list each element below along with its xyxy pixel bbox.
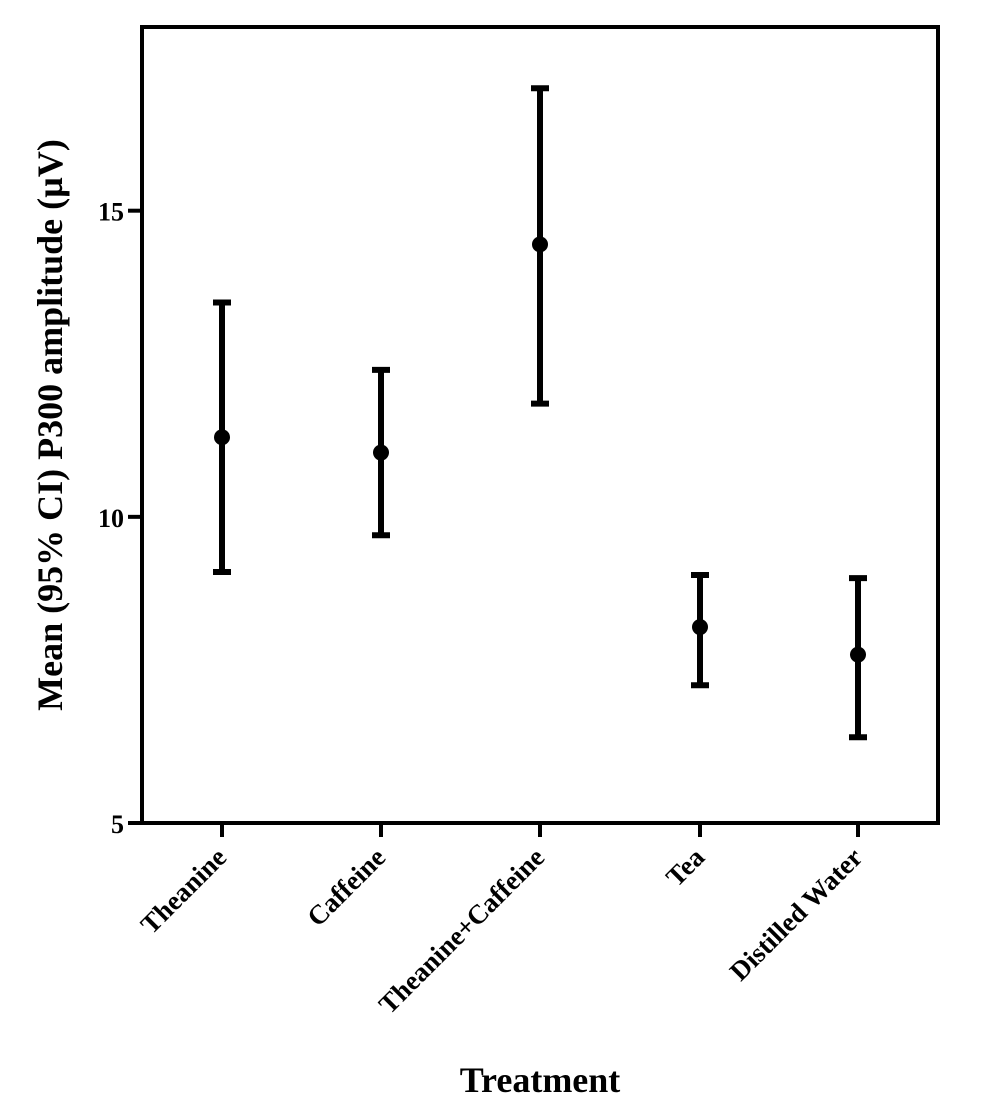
x-category-label: Caffeine <box>301 842 391 932</box>
x-category-label: Distilled Water <box>724 842 868 986</box>
y-tick-label: 15 <box>98 198 124 227</box>
y-axis: 5 10 15 <box>98 198 142 839</box>
error-bar-marks <box>213 85 867 741</box>
x-category-label: Theanine+Caffeine <box>373 842 550 1019</box>
mean-point <box>373 444 389 461</box>
y-tick-label: 5 <box>111 810 124 839</box>
x-axis-title: Treatment <box>460 1060 621 1100</box>
y-tick-label: 10 <box>98 504 124 533</box>
x-category-label: Theanine <box>135 842 233 940</box>
x-category-label: Tea <box>660 842 711 893</box>
mean-point <box>532 236 548 253</box>
y-axis-title: Mean (95% CI) P300 amplitude (µV) <box>30 139 70 711</box>
mean-point <box>214 429 230 446</box>
mean-point <box>692 619 708 636</box>
mean-point <box>850 646 866 663</box>
